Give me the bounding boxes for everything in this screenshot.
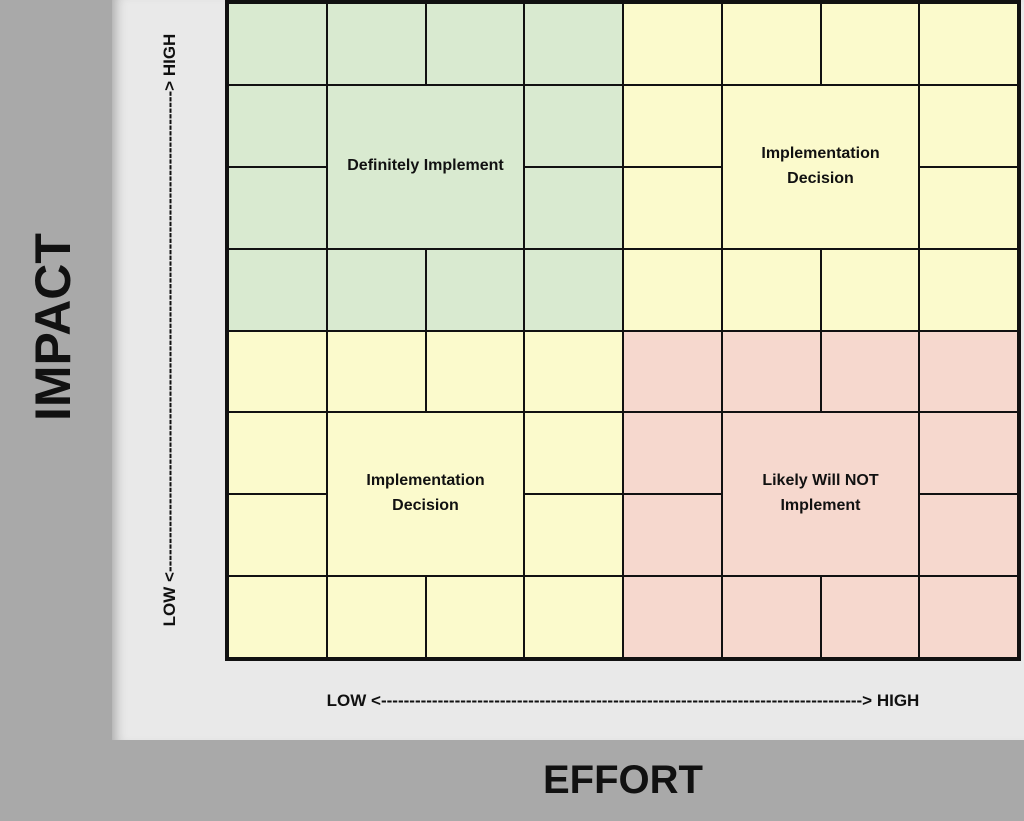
matrix-cell xyxy=(525,413,622,494)
matrix-cell xyxy=(229,167,326,248)
matrix-cell xyxy=(920,85,1017,166)
matrix-cell xyxy=(525,331,622,412)
matrix-cell xyxy=(327,331,425,412)
matrix-cell xyxy=(229,577,326,657)
matrix-cell xyxy=(525,495,622,576)
matrix-cell xyxy=(821,577,919,657)
quadrant-label-top-left: Definitely Implement xyxy=(327,85,524,248)
matrix-cell xyxy=(624,577,721,657)
matrix-cell xyxy=(525,577,622,657)
matrix-cell xyxy=(426,577,524,657)
matrix-cell xyxy=(722,4,820,84)
matrix-cell xyxy=(426,249,524,330)
matrix-cell xyxy=(920,577,1017,657)
quadrant-label-bottom-right: Likely Will NOT Implement xyxy=(722,413,919,576)
matrix-cell xyxy=(722,577,820,657)
quadrant-label-top-right: Implementation Decision xyxy=(722,85,919,248)
matrix-cell xyxy=(525,249,622,330)
matrix-cell xyxy=(920,167,1017,248)
matrix-cell xyxy=(821,249,919,330)
matrix-cell xyxy=(624,413,721,494)
matrix-cell xyxy=(229,331,326,412)
x-axis-title: EFFORT xyxy=(543,758,703,802)
matrix-cell xyxy=(229,413,326,494)
matrix-cell xyxy=(229,249,326,330)
matrix-cell xyxy=(229,85,326,166)
y-axis-title: IMPACT xyxy=(25,233,81,421)
quadrant-label-bottom-left: Implementation Decision xyxy=(327,413,524,576)
matrix-cell xyxy=(920,331,1017,412)
matrix-cell xyxy=(327,577,425,657)
matrix-cell xyxy=(624,167,721,248)
matrix-cell xyxy=(722,249,820,330)
matrix-cell xyxy=(525,167,622,248)
matrix-cell xyxy=(229,495,326,576)
matrix-cell xyxy=(624,85,721,166)
matrix-cell xyxy=(327,249,425,330)
matrix-cell xyxy=(920,413,1017,494)
matrix-cell xyxy=(426,331,524,412)
x-axis-range-label: LOW <-----------------------------------… xyxy=(326,691,920,710)
matrix-cell xyxy=(821,331,919,412)
matrix-cell xyxy=(920,249,1017,330)
matrix-cell xyxy=(624,249,721,330)
matrix-cell xyxy=(624,4,721,84)
matrix-cell xyxy=(327,4,425,84)
matrix-cell xyxy=(525,85,622,166)
matrix-grid: Definitely Implement Implementation Decis… xyxy=(225,0,1021,661)
matrix-cell xyxy=(821,4,919,84)
matrix-cell xyxy=(920,4,1017,84)
matrix-cell xyxy=(722,331,820,412)
matrix-cell xyxy=(920,495,1017,576)
y-axis-range-label: LOW <-----------------------------------… xyxy=(160,33,179,627)
matrix-cell xyxy=(624,495,721,576)
matrix-cell xyxy=(624,331,721,412)
matrix-cell xyxy=(525,4,622,84)
matrix-cell xyxy=(229,4,326,84)
matrix-cell xyxy=(426,4,524,84)
